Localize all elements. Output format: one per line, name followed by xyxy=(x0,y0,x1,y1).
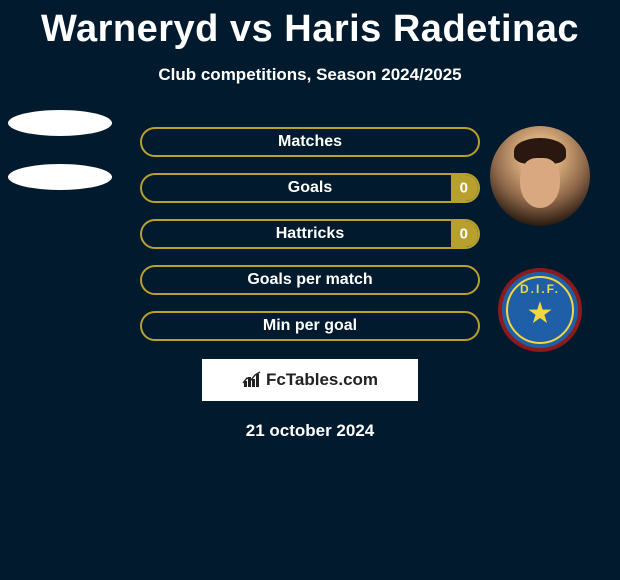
stat-value-right: 0 xyxy=(460,180,468,197)
date-text: 21 october 2024 xyxy=(0,421,620,441)
stat-bar: Goals 0 xyxy=(140,173,480,203)
stat-label: Matches xyxy=(278,133,342,151)
club-badge-star-icon: ★ xyxy=(527,296,554,331)
footer-brand: FcTables.com xyxy=(202,359,418,401)
stat-label: Goals xyxy=(288,179,332,197)
stat-bar: Goals per match xyxy=(140,265,480,295)
player-right-club-badge: D.I.F. ★ xyxy=(498,268,582,352)
stat-label: Min per goal xyxy=(263,317,357,335)
player-right-avatar xyxy=(490,126,590,226)
page-title: Warneryd vs Haris Radetinac xyxy=(0,0,620,51)
stat-value-right: 0 xyxy=(460,226,468,243)
chart-icon xyxy=(242,371,262,389)
footer-brand-text: FcTables.com xyxy=(266,370,378,390)
stat-bar: Matches xyxy=(140,127,480,157)
stat-bar: Hattricks 0 xyxy=(140,219,480,249)
stat-label: Goals per match xyxy=(247,271,372,289)
player-right-block: D.I.F. ★ xyxy=(490,126,590,352)
stat-label: Hattricks xyxy=(276,225,344,243)
player-left-avatar-placeholder xyxy=(8,110,112,136)
stat-bar: Min per goal xyxy=(140,311,480,341)
player-left-club-placeholder xyxy=(8,164,112,190)
club-badge-initials: D.I.F. xyxy=(520,282,560,296)
player-left-placeholder xyxy=(8,110,112,218)
subtitle: Club competitions, Season 2024/2025 xyxy=(0,65,620,85)
